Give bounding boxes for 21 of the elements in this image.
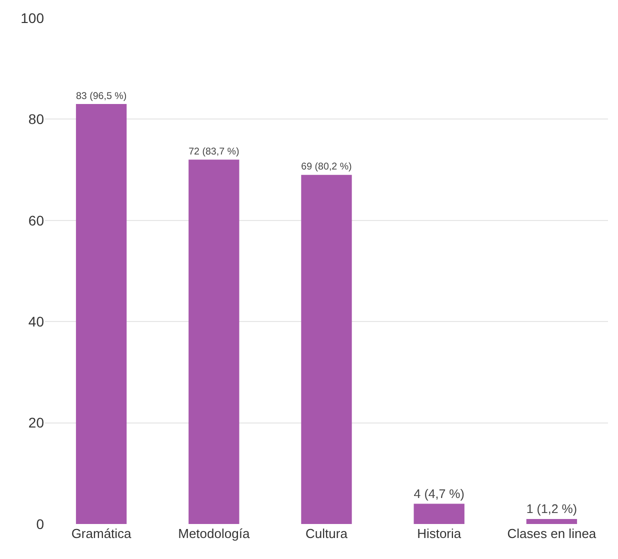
data-label: 72 (83,7 %) [188,146,240,158]
bar [301,174,352,524]
y-tick-label: 60 [28,212,44,228]
data-label: 69 (80,2 %) [301,162,352,173]
x-tick-label: Clases en linea [507,526,597,541]
y-tick-label: 40 [28,314,44,330]
data-label: 1 (1,2 %) [526,502,577,516]
x-tick-label: Historia [417,526,462,541]
x-tick-label: Metodología [178,526,250,541]
data-label: 83 (96,5 %) [76,90,127,102]
y-tick-label: 80 [28,111,44,128]
x-tick-label: Gramática [71,526,132,541]
y-tick-label: 0 [36,516,44,532]
y-tick-label: 100 [20,10,44,26]
bar [188,160,240,524]
x-tick-label: Cultura [306,526,348,541]
y-tick-label: 20 [28,414,44,431]
bar [76,104,127,524]
bar [526,518,578,524]
data-label: 4 (4,7 %) [414,486,464,501]
bar [414,504,464,524]
